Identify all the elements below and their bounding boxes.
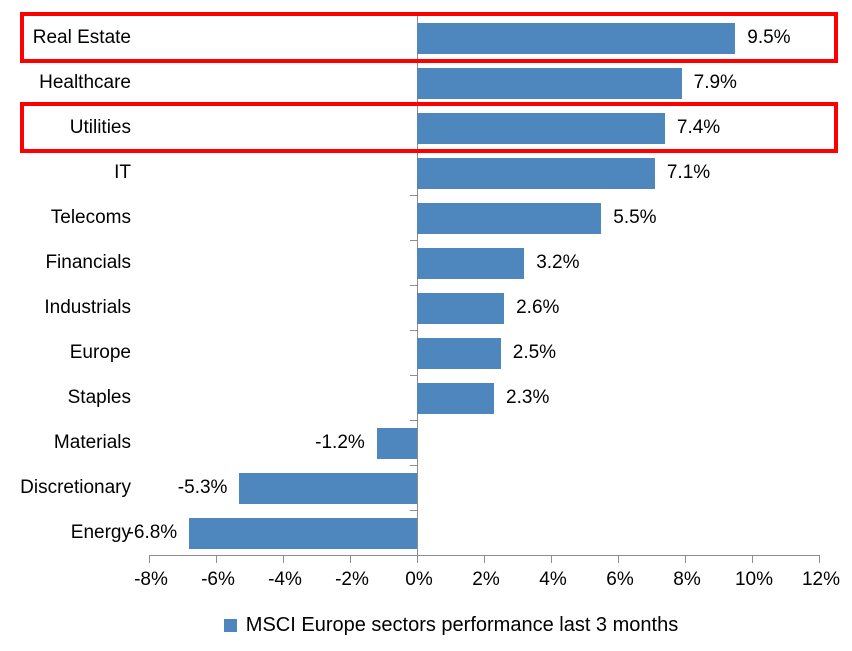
- x-axis-tick: [216, 555, 217, 563]
- y-axis-tick: [410, 465, 417, 466]
- value-label: -6.8%: [127, 522, 178, 543]
- category-label: Healthcare: [39, 72, 131, 93]
- value-label: -5.3%: [177, 477, 228, 498]
- bar: [189, 518, 417, 549]
- category-label: Utilities: [69, 117, 131, 138]
- x-tick-label: -8%: [134, 569, 168, 590]
- y-axis-tick: [410, 240, 417, 241]
- x-axis-tick: [618, 555, 619, 563]
- bar: [417, 23, 736, 54]
- x-axis-tick: [149, 555, 150, 563]
- x-axis-tick: [685, 555, 686, 563]
- category-label: Telecoms: [50, 207, 131, 228]
- value-label: 7.9%: [693, 72, 737, 93]
- y-axis-tick: [410, 375, 417, 376]
- bar: [417, 113, 665, 144]
- y-axis-tick: [410, 195, 417, 196]
- category-label: Industrials: [44, 297, 131, 318]
- bar: [417, 203, 602, 234]
- value-label: 5.5%: [613, 207, 657, 228]
- highlight-box-utilities: [20, 102, 838, 153]
- x-tick-label: 4%: [539, 569, 567, 590]
- y-axis-tick: [410, 330, 417, 331]
- value-label: 9.5%: [747, 27, 791, 48]
- x-tick-label: 6%: [606, 569, 634, 590]
- y-axis-line: [417, 15, 418, 563]
- category-label: Financials: [45, 252, 131, 273]
- category-label: Energy: [70, 522, 131, 543]
- value-label: 7.1%: [666, 162, 711, 183]
- x-tick-label: -4%: [268, 569, 302, 590]
- x-axis-tick: [752, 555, 753, 563]
- x-axis-tick: [283, 555, 284, 563]
- category-label: Real Estate: [32, 27, 131, 48]
- x-tick-label: -2%: [335, 569, 369, 590]
- bar: [376, 428, 417, 459]
- value-label: 2.3%: [506, 387, 550, 408]
- x-axis-tick: [350, 555, 351, 563]
- bar: [417, 383, 495, 414]
- chart-legend: MSCI Europe sectors performance last 3 m…: [0, 611, 852, 639]
- x-axis-tick: [484, 555, 485, 563]
- bar: [417, 158, 655, 189]
- bar: [417, 68, 682, 99]
- x-tick-label: 2%: [472, 569, 500, 590]
- bar: [239, 473, 417, 504]
- x-tick-label: 0%: [405, 569, 433, 590]
- y-axis-tick: [410, 420, 417, 421]
- highlight-box-real-estate: [20, 12, 838, 63]
- y-axis-tick: [410, 285, 417, 286]
- x-axis-tick: [551, 555, 552, 563]
- legend-marker-square-icon: [223, 618, 237, 632]
- x-tick-label: 12%: [801, 569, 841, 590]
- category-label: Europe: [69, 342, 131, 363]
- y-axis-tick: [410, 510, 417, 511]
- x-tick-label: -6%: [201, 569, 235, 590]
- bar: [417, 338, 501, 369]
- category-label: Materials: [53, 432, 131, 453]
- x-axis-tick: [819, 555, 820, 563]
- category-label: IT: [114, 162, 131, 183]
- value-label: 2.5%: [512, 342, 557, 363]
- value-label: 2.6%: [516, 297, 560, 318]
- value-label: -1.2%: [315, 432, 365, 453]
- bar: [417, 248, 525, 279]
- x-tick-label: 10%: [734, 569, 774, 590]
- category-label: Discretionary: [20, 477, 131, 498]
- category-label: Staples: [67, 387, 131, 408]
- value-label: 7.4%: [676, 117, 721, 138]
- legend-label: MSCI Europe sectors performance last 3 m…: [245, 613, 679, 636]
- x-tick-label: 8%: [673, 569, 701, 590]
- bar: [417, 293, 505, 324]
- value-label: 3.2%: [536, 252, 580, 273]
- y-axis-tick: [410, 555, 417, 556]
